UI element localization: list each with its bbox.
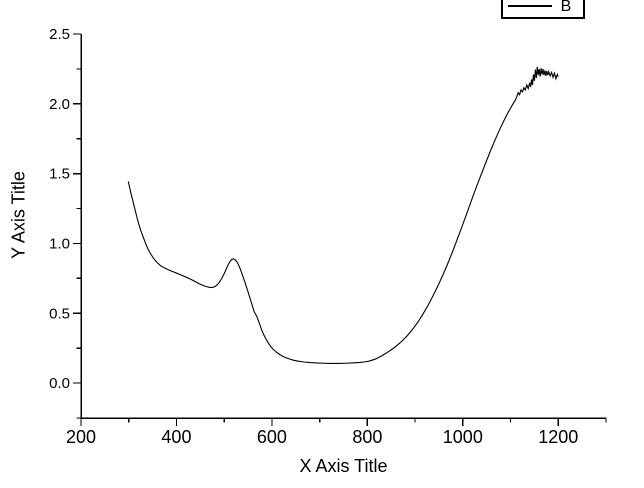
x-tick-label: 800 xyxy=(352,427,382,447)
y-tick-labels: 0.0 0.5 1.0 1.5 2.0 2.5 xyxy=(49,26,70,392)
x-tick-label: 1000 xyxy=(443,427,483,447)
x-tick-label: 1200 xyxy=(538,427,578,447)
x-tick-label: 400 xyxy=(161,427,191,447)
y-tick-label: 0.0 xyxy=(49,375,70,392)
y-tick-label: 1.0 xyxy=(49,235,70,252)
y-tick-label: 2.0 xyxy=(49,96,70,113)
x-axis-title: X Axis Title xyxy=(299,456,388,476)
ticks xyxy=(73,33,607,426)
x-tick-label: 200 xyxy=(66,427,96,447)
legend-series-label: B xyxy=(560,0,572,15)
y-axis-title: Y Axis Title xyxy=(8,171,29,259)
axes xyxy=(80,34,606,419)
y-tick-label: 2.5 xyxy=(49,26,70,43)
legend-line-sample xyxy=(508,5,552,7)
y-tick-label: 0.5 xyxy=(49,305,70,322)
series-line-B xyxy=(127,66,559,364)
x-tick-label: 600 xyxy=(257,427,287,447)
legend-box: B xyxy=(501,0,585,19)
y-tick-label: 1.5 xyxy=(49,166,70,183)
x-tick-labels: 200 400 600 800 1000 1200 xyxy=(66,427,578,447)
